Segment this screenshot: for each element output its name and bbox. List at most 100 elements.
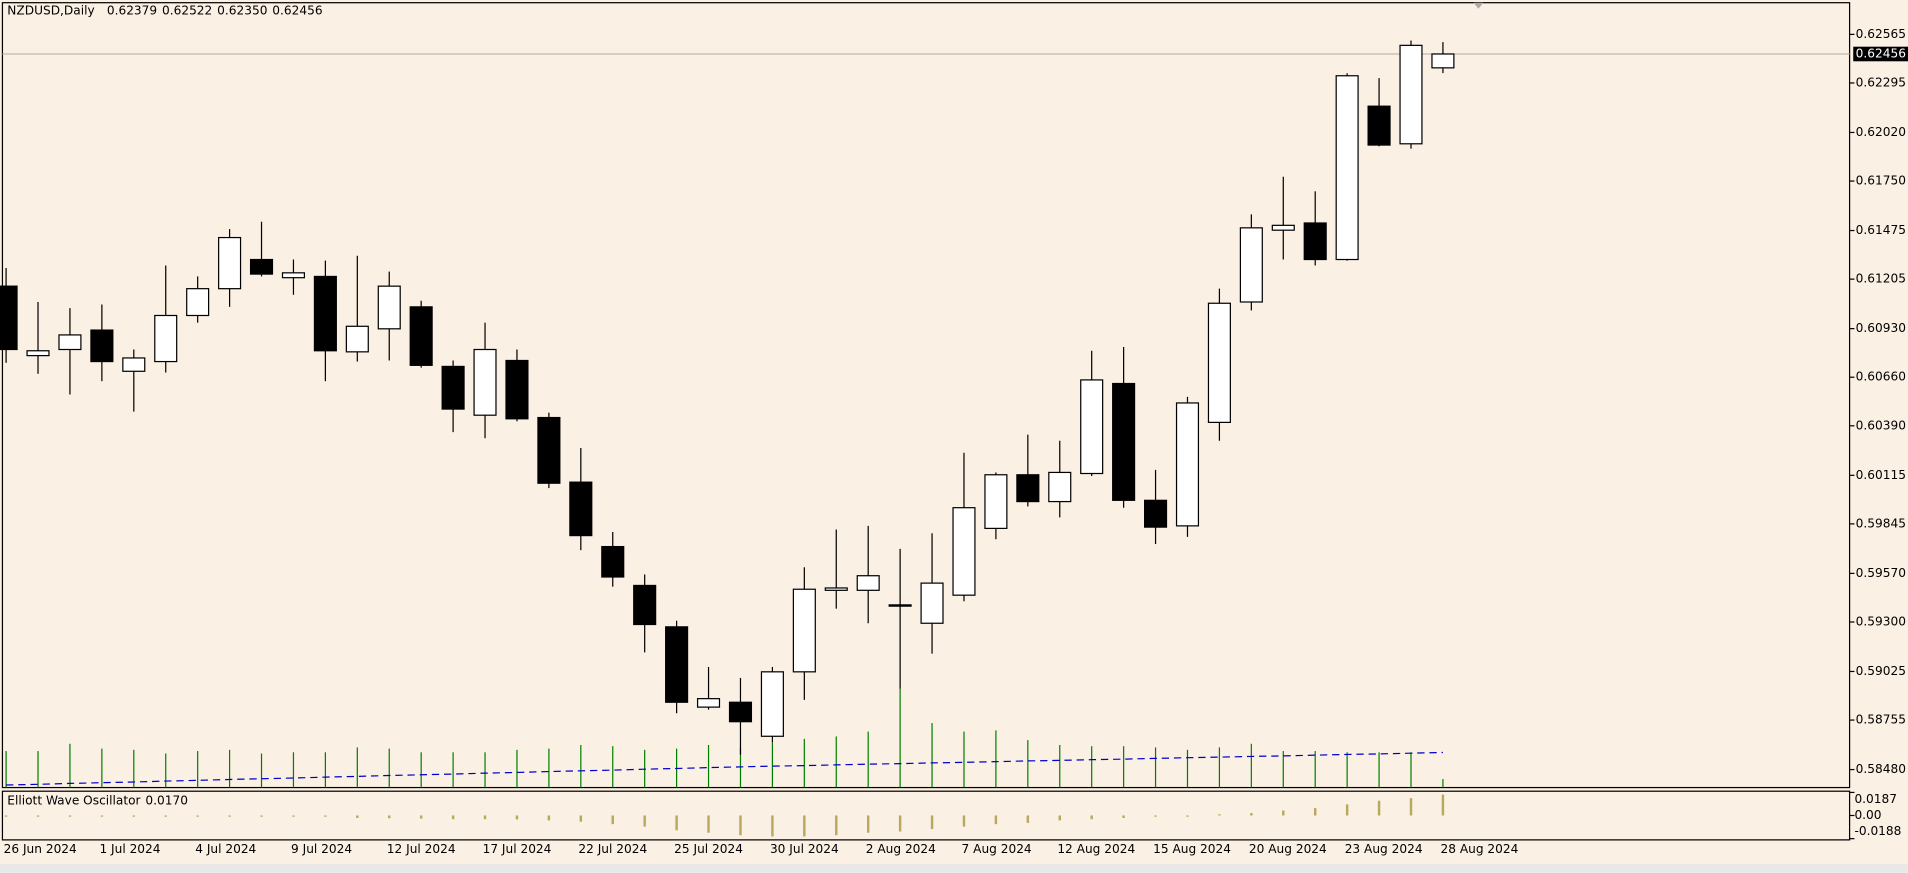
oscillator-bar [643,815,646,827]
x-tick-label: 30 Jul 2024 [770,842,839,856]
candle-body [154,314,178,363]
y-tick-label: 0.62295 [1856,75,1906,89]
oscillator-bar [164,815,167,817]
oscillator-bar [898,815,902,832]
candle-body [760,671,784,737]
candle-body [377,285,401,330]
candle-body [728,701,753,723]
oscillator-bar [100,815,104,817]
shift-marker [1473,2,1484,9]
oscillator-bar [260,815,263,817]
x-tick-label: 12 Aug 2024 [1057,842,1135,856]
oscillator-bar [1154,815,1157,817]
candle-body [1271,224,1295,231]
y-tick-label: -0.0188 [1854,824,1901,838]
oscillator-value: 0.0170 [145,793,188,807]
candle-body [1048,471,1072,503]
y-tick-label: 0.0187 [1854,792,1897,806]
oscillator-bar [132,815,136,817]
candle-body [1207,302,1231,424]
candle-body [1367,105,1391,146]
candle-body [26,350,50,357]
oscillator-bar [1313,808,1317,816]
candle-body [1175,402,1200,527]
y-tick-label: 0.60660 [1856,370,1906,384]
candle-body [313,275,337,352]
oscillator-bar [1026,815,1030,823]
oscillator-bar [1122,815,1125,818]
header-value: 0.62522 [162,4,212,18]
header-value: 0.62456 [272,4,322,18]
oscillator-bar [196,815,199,817]
x-tick-label: 23 Aug 2024 [1345,842,1423,856]
x-tick-label: 9 Jul 2024 [291,842,352,856]
oscillator-bar [547,815,551,821]
x-tick-label: 2 Aug 2024 [866,842,936,856]
y-tick-label: 0.59025 [1856,664,1906,678]
x-tick-label: 7 Aug 2024 [962,842,1032,856]
candle-body [1239,227,1263,303]
oscillator-bar [292,815,295,817]
candle-body [249,258,274,275]
candle-body [409,306,433,366]
y-tick-label: 0.61750 [1856,174,1906,188]
candle-body [58,334,82,351]
oscillator-bar [803,815,806,837]
candle-body [792,588,816,673]
candle-body [281,272,306,279]
oscillator-bar [611,815,614,825]
x-tick-label: 17 Jul 2024 [483,842,552,856]
candle-body [473,348,497,416]
oscillator-bar [994,815,998,825]
oscillator-bar [1345,804,1349,816]
x-tick-label: 1 Jul 2024 [99,842,160,856]
oscillator-bar [324,815,327,817]
x-tick-label: 26 Jun 2024 [4,842,77,856]
candle-body [952,507,976,596]
oscillator-bar [419,815,423,819]
oscillator-bar [707,815,710,833]
x-tick-label: 15 Aug 2024 [1153,842,1231,856]
x-tick-label: 20 Aug 2024 [1249,842,1327,856]
candle-body [1335,75,1359,261]
candle-body [824,587,848,591]
candle-body [505,359,529,420]
y-tick-label: 0.59300 [1856,614,1906,628]
oscillator-bar [579,815,583,822]
candle-body [1303,222,1327,261]
oscillator-bar [1282,810,1285,816]
candle-body [665,626,689,703]
candle-body [920,582,944,624]
y-tick-label: 0.61475 [1856,223,1906,237]
oscillator-bar [1250,813,1253,816]
candle-body [1112,382,1136,501]
oscillator-bar [1090,815,1093,820]
candle-body [569,481,593,537]
y-tick-label: 0.60390 [1856,418,1906,432]
oscillator-bar [1441,794,1445,816]
candle-body [633,584,657,626]
oscillator-bar [1377,800,1381,816]
y-tick-label: 0.59570 [1856,566,1906,580]
candle-body [441,365,465,410]
candle-body [1016,474,1040,503]
oscillator-bar [515,815,519,820]
oscillator-bar [1218,814,1221,816]
candle-body [218,236,242,290]
y-tick-label: 0.58755 [1856,713,1906,727]
x-tick-label: 22 Jul 2024 [578,842,647,856]
candle-body [345,325,369,353]
oscillator-bar [866,815,870,833]
header-value: 0.62379 [107,4,157,18]
candle-body [888,604,912,607]
oscillator-bar [930,815,934,830]
oscillator-title: Elliott Wave Oscillator [7,793,140,807]
header-values: 0.62379 0.62522 0.62350 0.62456 [107,4,323,18]
y-tick-label: 0.62020 [1856,125,1906,139]
y-tick-label: 0.58480 [1856,762,1906,776]
y-tick-label: 0.60115 [1856,468,1906,482]
oscillator-bar [962,815,966,827]
last-price-tag [1853,46,1908,62]
